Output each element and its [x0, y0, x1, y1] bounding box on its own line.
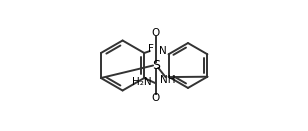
Text: S: S — [152, 59, 160, 72]
Text: O: O — [152, 28, 160, 38]
Text: H₂N: H₂N — [132, 78, 151, 88]
Text: O: O — [152, 93, 160, 103]
Text: N: N — [159, 46, 166, 56]
Text: NH: NH — [160, 75, 176, 85]
Text: F: F — [148, 44, 154, 54]
